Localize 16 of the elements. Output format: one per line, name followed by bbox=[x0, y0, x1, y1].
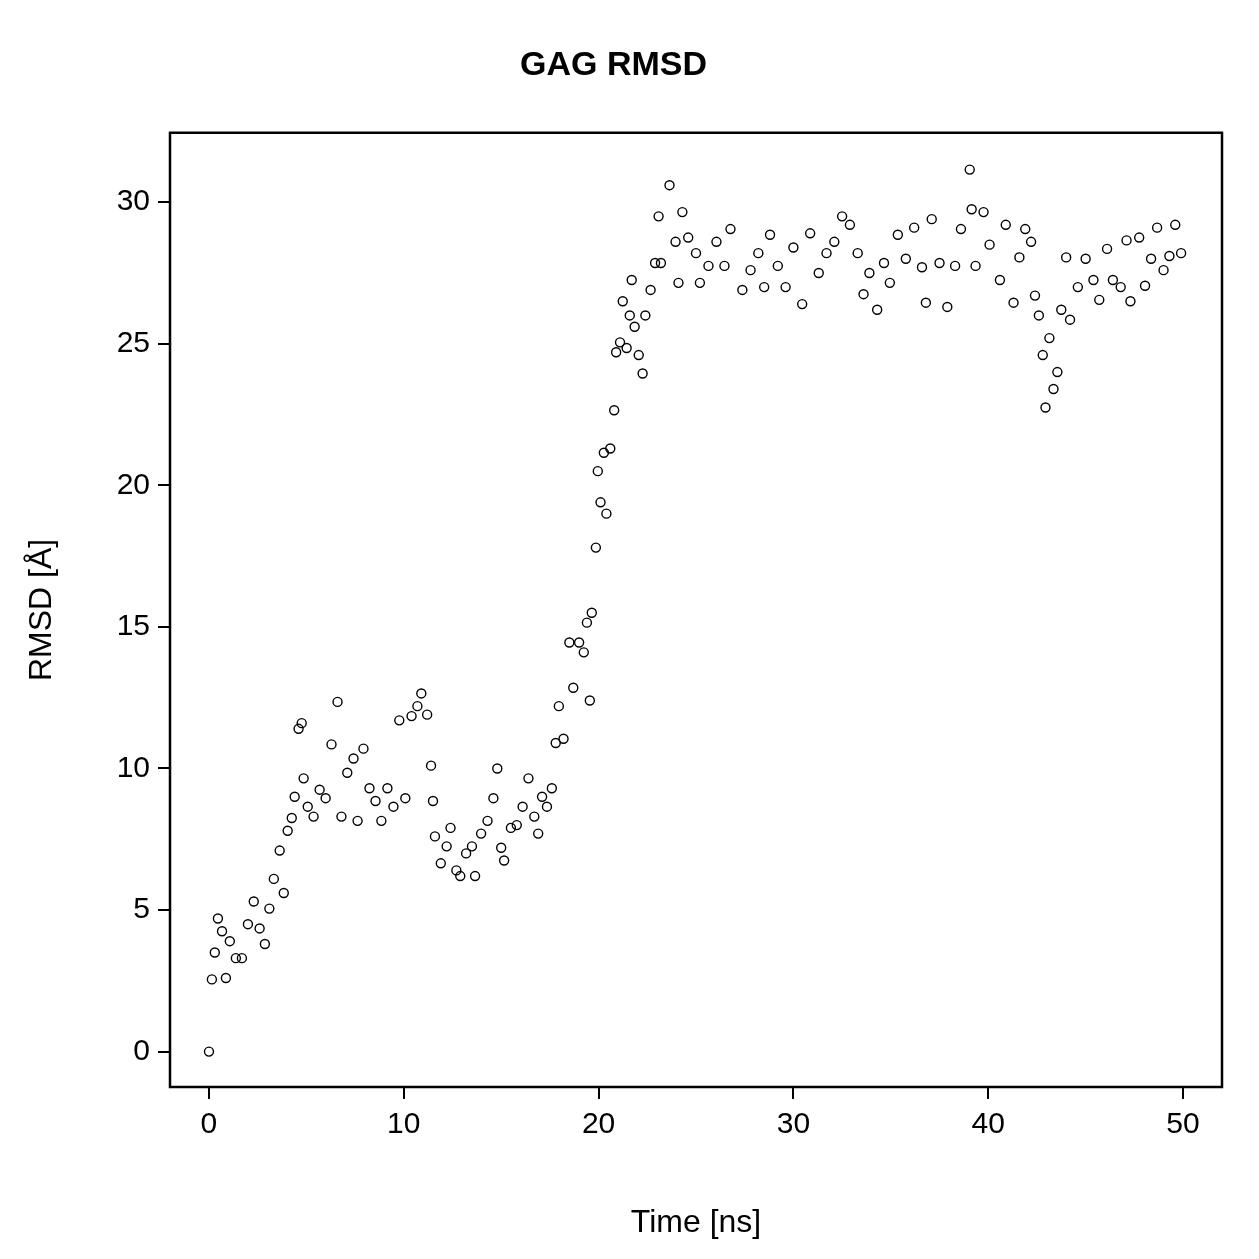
x-tick-label: 40 bbox=[971, 1106, 1005, 1140]
y-axis-title: RMSD [Å] bbox=[22, 538, 59, 682]
x-tick-label: 20 bbox=[581, 1106, 616, 1140]
x-axis-title: Time [ns] bbox=[630, 1202, 762, 1239]
y-tick-label: 0 bbox=[133, 1032, 150, 1066]
x-tick-label: 30 bbox=[776, 1106, 811, 1140]
x-tick-label: 0 bbox=[200, 1106, 218, 1140]
x-tick-label: 10 bbox=[387, 1106, 421, 1140]
y-tick-label: 25 bbox=[116, 325, 150, 359]
y-tick-label: 10 bbox=[116, 749, 150, 783]
chart-title: GAG RMSD bbox=[520, 43, 707, 82]
x-tick-label: 50 bbox=[1166, 1106, 1200, 1140]
y-tick-label: 15 bbox=[116, 608, 150, 642]
y-tick-label: 5 bbox=[133, 891, 150, 925]
y-tick-label: 30 bbox=[116, 183, 150, 217]
y-tick-label: 20 bbox=[116, 466, 150, 500]
